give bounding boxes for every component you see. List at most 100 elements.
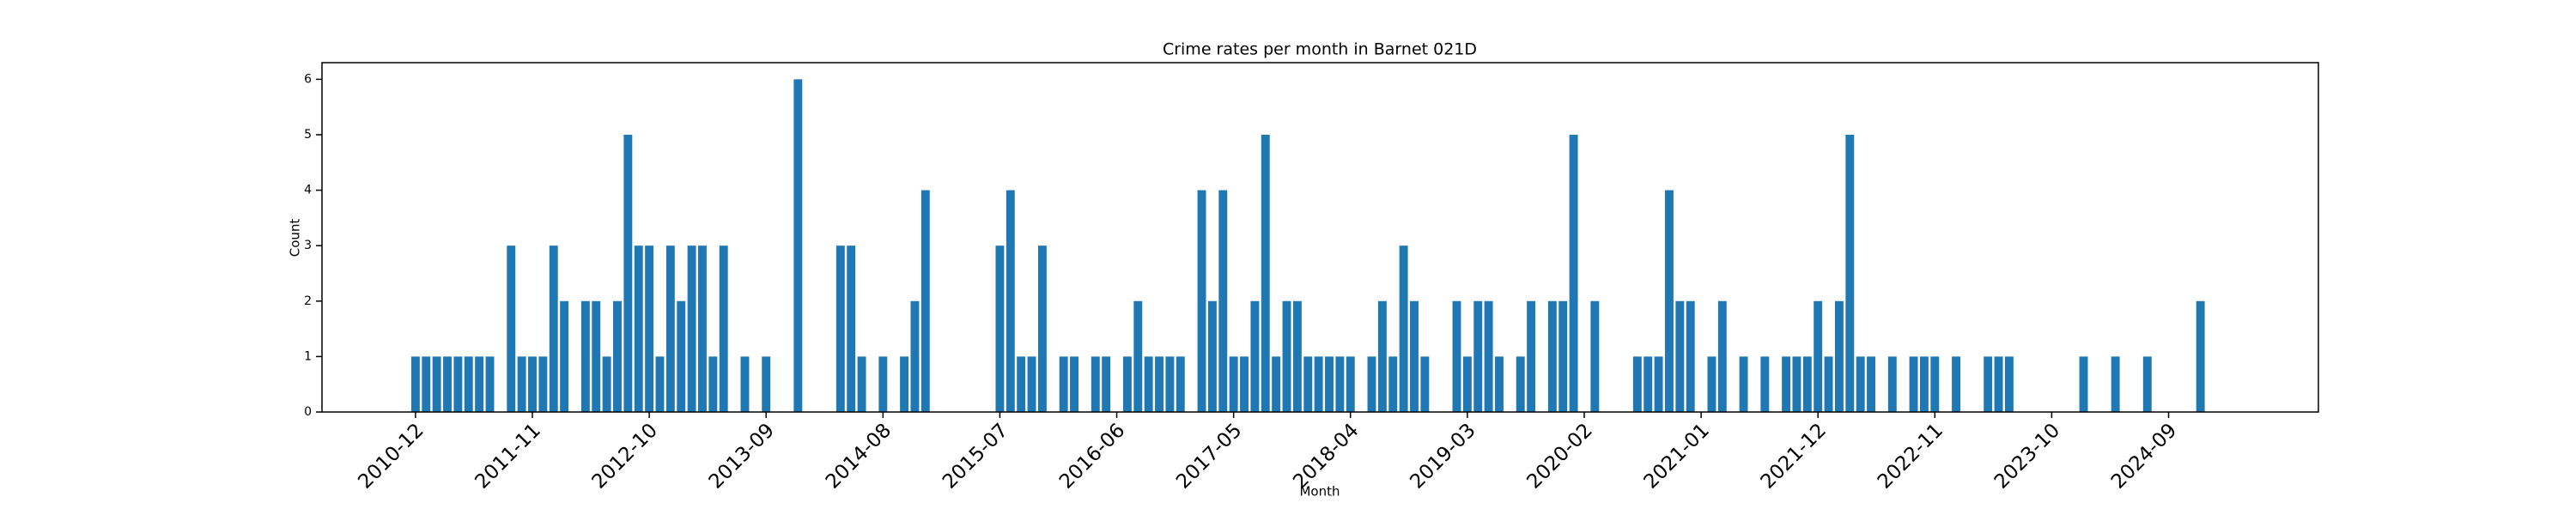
bar xyxy=(793,79,803,412)
bar xyxy=(528,356,537,412)
bar xyxy=(1994,356,2003,412)
y-axis-label: Count xyxy=(288,219,303,258)
x-tick-label: 2024-09 xyxy=(2107,419,2181,493)
bar xyxy=(708,356,718,412)
bar xyxy=(1462,356,1472,412)
bar xyxy=(1346,356,1355,412)
bar xyxy=(2079,356,2088,412)
x-tick-label: 2020-02 xyxy=(1522,419,1596,493)
bar xyxy=(1452,300,1461,412)
bar xyxy=(1919,356,1929,412)
y-tick-label: 5 xyxy=(304,128,312,142)
bar xyxy=(1282,300,1291,412)
bar xyxy=(507,245,516,412)
bar xyxy=(1292,300,1302,412)
bar xyxy=(995,245,1005,412)
bar xyxy=(1377,300,1387,412)
bar xyxy=(580,300,590,412)
bar xyxy=(1516,356,1525,412)
bar xyxy=(1558,300,1568,412)
bar xyxy=(1632,356,1642,412)
bar xyxy=(687,245,696,412)
bar xyxy=(1484,300,1493,412)
x-tick-label: 2011-11 xyxy=(471,419,544,493)
bar xyxy=(857,356,866,412)
x-tick-label: 2015-07 xyxy=(939,419,1012,493)
bar xyxy=(1824,356,1833,412)
bar xyxy=(698,245,707,412)
bar xyxy=(2004,356,2014,412)
bar xyxy=(538,356,548,412)
bar xyxy=(1272,356,1281,412)
bar xyxy=(762,356,771,412)
bar xyxy=(655,356,665,412)
bar xyxy=(1229,356,1238,412)
bar xyxy=(1197,190,1206,413)
bar xyxy=(719,245,728,412)
bar xyxy=(1717,300,1727,412)
bar xyxy=(485,356,495,412)
bar xyxy=(1665,190,1674,413)
bar xyxy=(1335,356,1345,412)
chart-title: Crime rates per month in Barnet 021D xyxy=(1163,40,1477,59)
bar xyxy=(1654,356,1663,412)
y-tick-label: 3 xyxy=(304,239,312,252)
bar xyxy=(1399,245,1408,412)
bar xyxy=(1261,134,1270,412)
bar xyxy=(453,356,463,412)
bar xyxy=(1037,245,1047,412)
x-tick-label: 2018-04 xyxy=(1289,419,1363,493)
x-tick-label: 2016-06 xyxy=(1055,419,1129,493)
bar xyxy=(1420,356,1430,412)
bar xyxy=(1707,356,1716,412)
bar xyxy=(602,356,611,412)
bar xyxy=(1122,356,1132,412)
bar xyxy=(835,245,845,412)
x-tick-label: 2010-12 xyxy=(354,419,428,493)
bar xyxy=(1856,356,1865,412)
x-tick-label: 2023-10 xyxy=(1990,419,2064,493)
bar xyxy=(847,245,856,412)
bar xyxy=(1527,300,1536,412)
bar xyxy=(464,356,473,412)
bar xyxy=(432,356,441,412)
bar xyxy=(1686,300,1695,412)
x-tick-label: 2012-10 xyxy=(588,419,662,493)
bar xyxy=(1133,300,1143,412)
y-tick-label: 6 xyxy=(304,72,312,86)
bar xyxy=(1102,356,1111,412)
bar xyxy=(1176,356,1185,412)
bar xyxy=(1218,190,1228,413)
bar xyxy=(1473,300,1483,412)
bar xyxy=(549,245,558,412)
bar xyxy=(1802,356,1812,412)
bar xyxy=(1091,356,1100,412)
bar xyxy=(2142,356,2152,412)
x-axis-label: Month xyxy=(1299,484,1340,500)
bar xyxy=(1325,356,1334,412)
bar xyxy=(1760,356,1770,412)
bar xyxy=(634,245,643,412)
bar xyxy=(1792,356,1801,412)
bar xyxy=(1835,300,1844,412)
bar xyxy=(1059,356,1068,412)
bar xyxy=(1314,356,1323,412)
bar xyxy=(1547,300,1557,412)
bar xyxy=(1240,356,1249,412)
bar xyxy=(1569,134,1578,412)
bar xyxy=(1017,356,1026,412)
bar xyxy=(1739,356,1748,412)
bar xyxy=(1388,356,1398,412)
bar xyxy=(1165,356,1175,412)
bar xyxy=(645,245,654,412)
bar xyxy=(1070,356,1079,412)
bar xyxy=(422,356,431,412)
bar xyxy=(920,190,930,413)
bar xyxy=(1590,300,1600,412)
bar xyxy=(1367,356,1376,412)
bar xyxy=(1643,356,1653,412)
y-tick-label: 2 xyxy=(304,294,312,308)
bar xyxy=(592,300,601,412)
